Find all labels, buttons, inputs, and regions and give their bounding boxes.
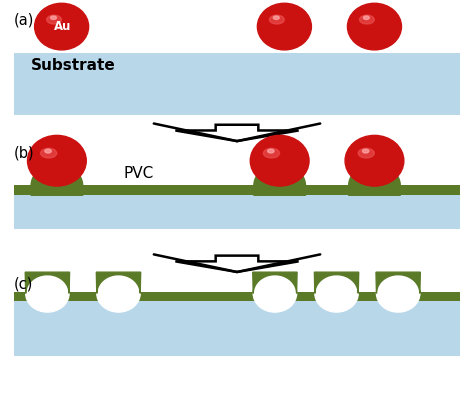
Polygon shape [25,272,70,293]
Polygon shape [376,272,420,293]
Text: PVC: PVC [123,166,154,181]
Ellipse shape [51,16,56,20]
Circle shape [35,3,89,50]
Bar [14,53,460,115]
Ellipse shape [46,15,62,24]
Ellipse shape [264,148,280,158]
Text: (a): (a) [14,12,35,27]
Polygon shape [31,164,83,195]
Ellipse shape [364,16,369,20]
Polygon shape [175,256,299,272]
Ellipse shape [41,148,57,158]
Text: Substrate: Substrate [31,58,116,73]
Text: (c): (c) [14,276,34,291]
Ellipse shape [273,16,279,20]
Ellipse shape [363,149,369,153]
Circle shape [27,135,86,186]
Polygon shape [348,164,401,195]
Circle shape [26,275,69,312]
Text: (b): (b) [14,145,35,160]
Circle shape [253,275,297,312]
Ellipse shape [269,15,284,24]
Circle shape [315,275,358,312]
Circle shape [376,275,420,312]
Polygon shape [175,125,299,141]
Circle shape [345,135,404,186]
Polygon shape [254,164,306,195]
Circle shape [97,275,140,312]
Bar [14,192,460,229]
Polygon shape [314,272,359,293]
Polygon shape [253,272,297,293]
Circle shape [347,3,401,50]
Ellipse shape [358,148,374,158]
Ellipse shape [359,15,374,24]
Circle shape [257,3,311,50]
Ellipse shape [45,149,51,153]
Polygon shape [96,272,141,293]
Circle shape [250,135,309,186]
Text: Au: Au [54,20,71,33]
Bar [14,292,460,301]
Bar [14,299,460,356]
Bar [14,185,460,195]
Ellipse shape [268,149,274,153]
